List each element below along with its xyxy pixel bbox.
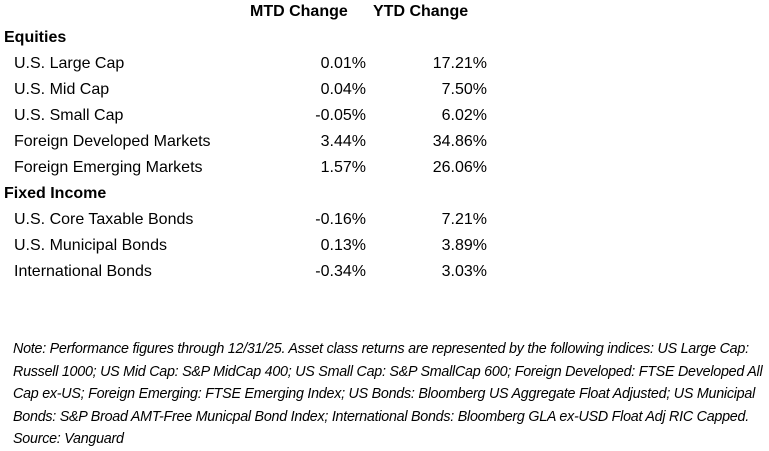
mtd-value: -0.34% (315, 263, 366, 280)
table-row: U.S. Small Cap -0.05% 6.02% (0, 103, 769, 129)
ytd-value: 7.50% (441, 81, 487, 98)
table-row: U.S. Large Cap 0.01% 17.21% (0, 51, 769, 77)
ytd-value: 17.21% (432, 55, 487, 72)
table-row: U.S. Mid Cap 0.04% 7.50% (0, 77, 769, 103)
footnote: Note: Performance figures through 12/31/… (13, 341, 763, 447)
asset-class-label: Foreign Emerging Markets (14, 159, 203, 176)
mtd-value: -0.16% (315, 211, 366, 228)
mtd-value: -0.05% (315, 107, 366, 124)
asset-class-label: U.S. Mid Cap (14, 81, 110, 98)
ytd-value: 34.86% (432, 133, 487, 150)
section-title: Equities (4, 29, 67, 46)
section-header: Equities (0, 25, 769, 51)
asset-class-label: U.S. Large Cap (14, 55, 125, 72)
section-title: Fixed Income (4, 185, 107, 202)
ytd-value: 3.89% (441, 237, 487, 254)
asset-class-label: U.S. Small Cap (14, 107, 124, 124)
table-row: International Bonds -0.34% 3.03% (0, 259, 769, 285)
asset-class-label: U.S. Municipal Bonds (14, 237, 167, 254)
mtd-change-header: MTD Change (250, 3, 348, 20)
mtd-value: 0.04% (320, 81, 366, 98)
asset-class-label: U.S. Core Taxable Bonds (14, 211, 194, 228)
ytd-value: 3.03% (441, 263, 487, 280)
mtd-value: 3.44% (320, 133, 366, 150)
asset-class-label: International Bonds (14, 263, 152, 280)
asset-class-label: Foreign Developed Markets (14, 133, 211, 150)
ytd-value: 6.02% (441, 107, 487, 124)
mtd-value: 0.01% (320, 55, 366, 72)
ytd-value: 26.06% (432, 159, 487, 176)
table-row: Foreign Developed Markets 3.44% 34.86% (0, 129, 769, 155)
table-row: Foreign Emerging Markets 1.57% 26.06% (0, 155, 769, 181)
table-row: U.S. Municipal Bonds 0.13% 3.89% (0, 233, 769, 259)
ytd-change-header: YTD Change (373, 3, 469, 20)
mtd-value: 1.57% (320, 159, 366, 176)
mtd-value: 0.13% (320, 237, 366, 254)
section-header: Fixed Income (0, 181, 769, 207)
table-row: U.S. Core Taxable Bonds -0.16% 7.21% (0, 207, 769, 233)
ytd-value: 7.21% (441, 211, 487, 228)
